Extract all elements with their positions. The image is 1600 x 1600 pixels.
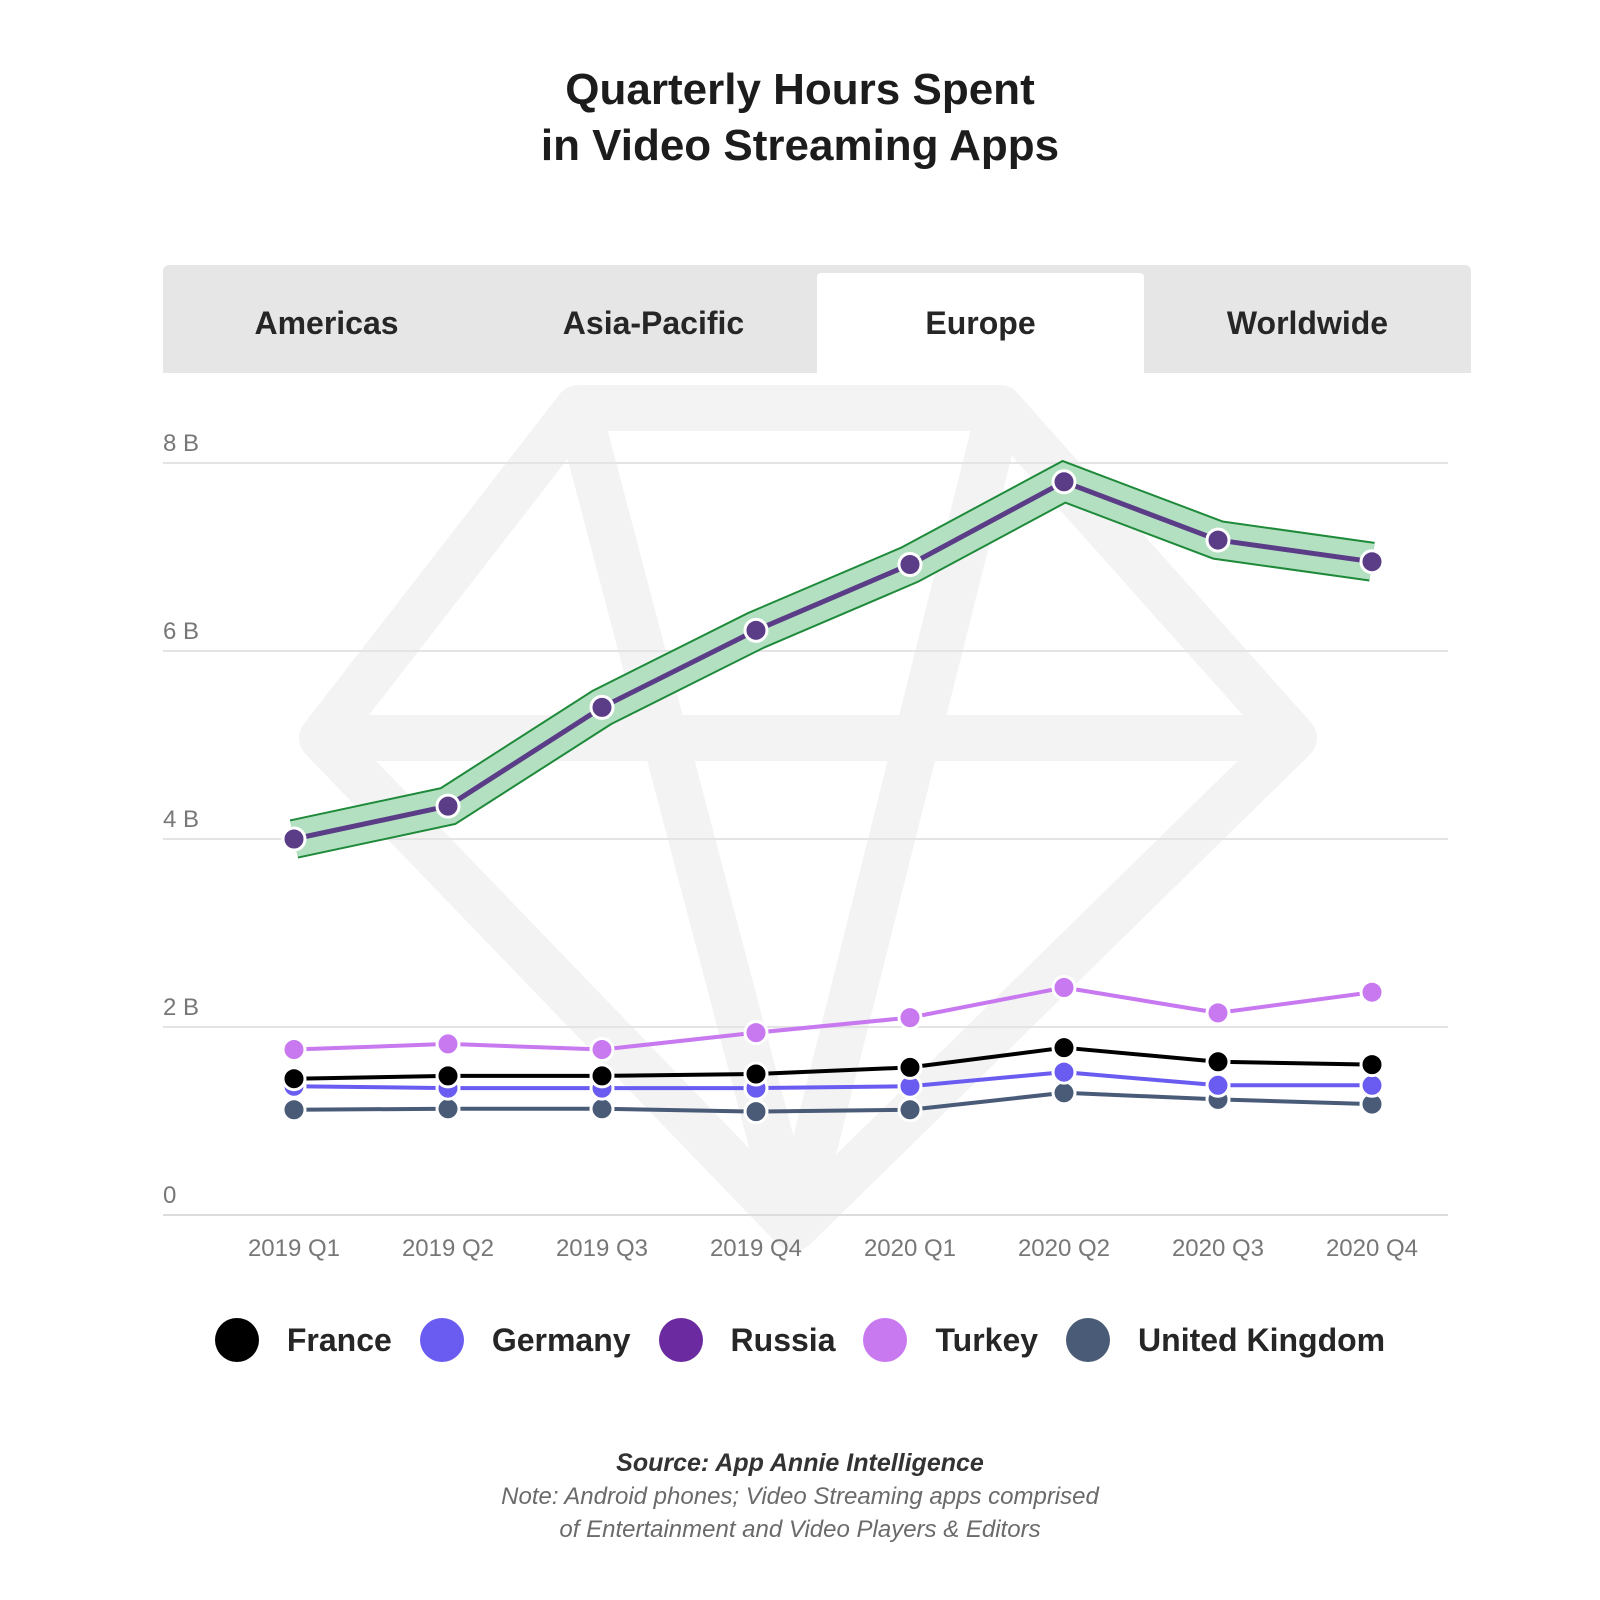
data-point-france[interactable]	[281, 1066, 307, 1092]
x-tick-label: 2020 Q2	[1018, 1235, 1110, 1262]
x-tick-label: 2020 Q3	[1172, 1235, 1264, 1262]
x-tick-label: 2019 Q4	[710, 1235, 802, 1262]
series-line-france	[293, 1045, 1373, 1081]
data-point-russia[interactable]	[435, 793, 461, 819]
data-point-turkey[interactable]	[1205, 1000, 1231, 1026]
data-point-united-kingdom[interactable]	[1051, 1080, 1077, 1106]
data-point-united-kingdom[interactable]	[743, 1099, 769, 1125]
data-point-turkey[interactable]	[897, 1005, 923, 1031]
data-point-france[interactable]	[897, 1054, 923, 1080]
y-tick-label: 8 B	[163, 430, 199, 457]
x-tick-label: 2019 Q2	[402, 1235, 494, 1262]
data-point-france[interactable]	[589, 1063, 615, 1089]
chart-title-line-1: Quarterly Hours Spent	[565, 65, 1035, 114]
series-line-turkey	[293, 985, 1373, 1052]
data-point-germany[interactable]	[1051, 1059, 1077, 1085]
data-point-france[interactable]	[435, 1063, 461, 1089]
source-text: Source: App Annie Intelligence	[616, 1449, 984, 1477]
legend: France Germany Russia Turkey United King…	[0, 1318, 1600, 1362]
data-point-france[interactable]	[1359, 1052, 1385, 1078]
x-tick-label: 2019 Q1	[248, 1235, 340, 1262]
legend-item-germany[interactable]: Germany	[419, 1318, 631, 1362]
data-point-russia[interactable]	[1205, 527, 1231, 553]
legend-item-france[interactable]: France	[214, 1318, 392, 1362]
data-point-germany[interactable]	[1359, 1072, 1385, 1098]
series-line-united-kingdom	[293, 1090, 1373, 1114]
x-tick-label: 2019 Q3	[556, 1235, 648, 1262]
legend-label-united-kingdom: United Kingdom	[1138, 1321, 1386, 1358]
legend-label-russia: Russia	[730, 1321, 836, 1358]
data-point-united-kingdom[interactable]	[589, 1096, 615, 1122]
legend-item-turkey[interactable]: Turkey	[863, 1318, 1038, 1362]
tab-europe[interactable]: Europe	[817, 273, 1144, 373]
data-point-united-kingdom[interactable]	[897, 1097, 923, 1123]
x-tick-label: 2020 Q1	[864, 1235, 956, 1262]
tab-asia-pacific[interactable]: Asia-Pacific	[562, 304, 745, 341]
series-line-germany	[293, 1070, 1372, 1091]
data-point-france[interactable]	[1051, 1035, 1077, 1061]
y-tick-label: 2 B	[163, 994, 199, 1021]
data-point-russia[interactable]	[589, 694, 615, 720]
legend-item-russia[interactable]: Russia	[658, 1318, 836, 1362]
legend-swatch-russia	[658, 1318, 703, 1362]
data-point-russia[interactable]	[743, 617, 769, 643]
legend-item-united-kingdom[interactable]: United Kingdom	[1066, 1318, 1385, 1362]
data-point-russia[interactable]	[1359, 549, 1385, 575]
data-point-united-kingdom[interactable]	[435, 1096, 461, 1122]
y-tick-label: 0	[163, 1182, 176, 1209]
note-line-2: of Entertainment and Video Players & Edi…	[559, 1516, 1041, 1543]
y-tick-label: 4 B	[163, 806, 199, 833]
legend-label-germany: Germany	[491, 1321, 631, 1358]
legend-swatch-germany	[419, 1318, 464, 1362]
chart-footer: Source: App Annie Intelligence Note: And…	[0, 1446, 1600, 1546]
tab-worldwide[interactable]: Worldwide	[1226, 304, 1389, 341]
chart-title-line-2: in Video Streaming Apps	[540, 121, 1060, 170]
chart-title: Quarterly Hours Spent in Video Streaming…	[0, 62, 1600, 174]
data-point-united-kingdom[interactable]	[281, 1097, 307, 1123]
data-point-turkey[interactable]	[589, 1037, 615, 1063]
tab-americas[interactable]: Americas	[254, 304, 399, 341]
data-point-france[interactable]	[743, 1061, 769, 1087]
legend-swatch-united-kingdom	[1066, 1318, 1111, 1362]
data-point-france[interactable]	[1205, 1049, 1231, 1075]
data-point-russia[interactable]	[1051, 469, 1077, 495]
legend-label-turkey: Turkey	[935, 1321, 1039, 1358]
legend-label-france: France	[286, 1321, 392, 1358]
note-line-1: Note: Android phones; Video Streaming ap…	[501, 1483, 1099, 1510]
legend-swatch-france	[214, 1318, 259, 1362]
y-tick-label: 6 B	[163, 618, 199, 645]
series-line-russia	[293, 479, 1373, 842]
legend-swatch-turkey	[863, 1318, 908, 1362]
x-tick-label: 2020 Q4	[1326, 1235, 1418, 1262]
data-point-russia[interactable]	[281, 826, 307, 852]
data-point-turkey[interactable]	[743, 1020, 769, 1046]
data-point-turkey[interactable]	[435, 1031, 461, 1057]
data-point-turkey[interactable]	[1359, 979, 1385, 1005]
data-point-russia[interactable]	[897, 552, 923, 578]
data-point-turkey[interactable]	[281, 1037, 307, 1063]
data-point-turkey[interactable]	[1051, 975, 1077, 1001]
region-tabs: Americas Asia-Pacific Europe Worldwide	[163, 265, 1471, 373]
data-point-germany[interactable]	[1205, 1072, 1231, 1098]
